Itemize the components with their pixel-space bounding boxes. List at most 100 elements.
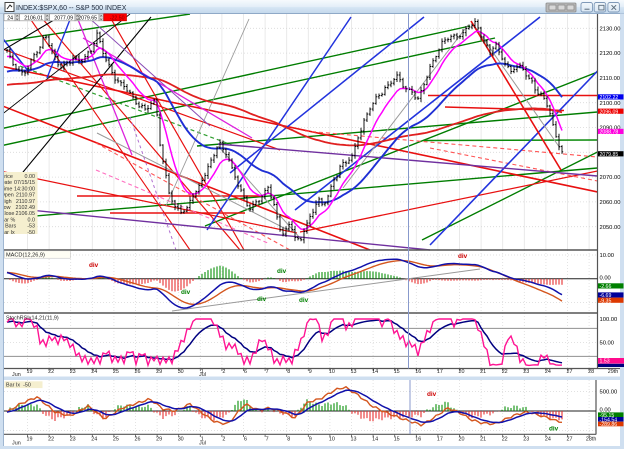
svg-text:1: 1 <box>201 437 204 443</box>
svg-text:500.00: 500.00 <box>600 390 618 396</box>
svg-text:2102.49: 2102.49 <box>16 205 36 211</box>
svg-text:23: 23 <box>523 369 529 375</box>
svg-text:Low: Low <box>1 205 11 211</box>
svg-text:Open: Open <box>1 193 14 199</box>
svg-text:20: 20 <box>459 437 465 443</box>
svg-text:9: 9 <box>309 437 312 443</box>
svg-text:50.00: 50.00 <box>600 341 615 347</box>
svg-text:2100.00: 2100.00 <box>600 101 621 107</box>
svg-text:8: 8 <box>287 369 290 375</box>
svg-text:Jun: Jun <box>12 441 21 447</box>
svg-text:7: 7 <box>266 369 269 375</box>
svg-text:6: 6 <box>244 369 247 375</box>
svg-text:2060.00: 2060.00 <box>600 200 621 206</box>
svg-text:25: 25 <box>113 437 119 443</box>
svg-text:0.00: 0.00 <box>600 275 611 281</box>
svg-text:8: 8 <box>287 437 290 443</box>
svg-text:Bar Ix -50: Bar Ix -50 <box>6 383 31 389</box>
svg-text:21: 21 <box>480 437 486 443</box>
svg-text:27: 27 <box>567 437 573 443</box>
svg-text:INDEX:$SPX,60 -- S&P 500 INDEX: INDEX:$SPX,60 -- S&P 500 INDEX <box>16 5 127 12</box>
svg-text:17: 17 <box>437 369 443 375</box>
svg-text:28th: 28th <box>586 437 597 443</box>
svg-text:22: 22 <box>502 437 508 443</box>
svg-text:13: 13 <box>351 437 357 443</box>
svg-text:24: 24 <box>91 369 97 375</box>
svg-text:27: 27 <box>567 369 573 375</box>
svg-text:# Bars: # Bars <box>1 224 17 230</box>
svg-text:-6.69: -6.69 <box>600 293 612 299</box>
svg-text:14:30:00: 14:30:00 <box>14 186 35 192</box>
svg-text:2: 2 <box>222 369 225 375</box>
svg-text:25: 25 <box>113 369 119 375</box>
svg-text:14: 14 <box>372 437 378 443</box>
svg-text:2110.00: 2110.00 <box>600 76 621 82</box>
svg-text:13: 13 <box>351 369 357 375</box>
svg-text:-289.86: -289.86 <box>600 422 618 428</box>
svg-text:26: 26 <box>135 369 141 375</box>
svg-text:2110.97: 2110.97 <box>16 193 35 199</box>
svg-text:28: 28 <box>588 369 594 375</box>
svg-text:24: 24 <box>7 16 13 22</box>
svg-text:23: 23 <box>70 369 76 375</box>
svg-text:23: 23 <box>70 437 76 443</box>
svg-text:1.53: 1.53 <box>600 359 610 365</box>
svg-text:2088.78: 2088.78 <box>600 130 619 136</box>
svg-text:-154.54: -154.54 <box>600 417 618 423</box>
svg-text:Jul: Jul <box>199 372 206 378</box>
svg-text:24: 24 <box>91 437 97 443</box>
svg-text:30: 30 <box>178 369 184 375</box>
svg-text:2: 2 <box>222 437 225 443</box>
svg-text:2096.09: 2096.09 <box>600 109 619 115</box>
svg-text:24: 24 <box>545 369 551 375</box>
svg-text:10.00: 10.00 <box>600 253 615 259</box>
svg-text:30: 30 <box>178 437 184 443</box>
svg-text:07/15/15: 07/15/15 <box>14 180 35 186</box>
svg-text:19: 19 <box>27 369 33 375</box>
svg-text:100.00: 100.00 <box>600 317 618 323</box>
svg-text:2130.00: 2130.00 <box>600 26 621 32</box>
svg-text:2077.09: 2077.09 <box>54 16 73 22</box>
svg-text:Jun: Jun <box>12 372 21 378</box>
svg-text:Bar %: Bar % <box>1 217 16 223</box>
svg-text:19: 19 <box>27 437 33 443</box>
svg-text:24: 24 <box>545 437 551 443</box>
svg-text:2110.97: 2110.97 <box>16 199 35 205</box>
svg-text:div: div <box>257 296 267 303</box>
svg-text:StochRSIx14,21(11,9): StochRSIx14,21(11,9) <box>6 316 59 322</box>
svg-text:23: 23 <box>523 437 529 443</box>
svg-text:26: 26 <box>135 437 141 443</box>
svg-text:0.00: 0.00 <box>25 174 36 180</box>
svg-text:20: 20 <box>459 369 465 375</box>
svg-text:17: 17 <box>437 437 443 443</box>
svg-text:10: 10 <box>329 437 335 443</box>
svg-text:Date: Date <box>1 180 12 186</box>
svg-text:High: High <box>1 199 12 205</box>
svg-text:2079.85: 2079.85 <box>600 152 619 158</box>
svg-text:22: 22 <box>48 369 54 375</box>
svg-text:div: div <box>277 268 287 275</box>
svg-text:16: 16 <box>415 369 421 375</box>
svg-text:6: 6 <box>244 437 247 443</box>
svg-text:14: 14 <box>372 369 378 375</box>
svg-text:-95.15: -95.15 <box>600 413 615 419</box>
svg-text:MACD(12,26,9): MACD(12,26,9) <box>6 253 45 259</box>
svg-text:7: 7 <box>266 437 269 443</box>
svg-text:16: 16 <box>415 437 421 443</box>
svg-text:Time: Time <box>1 186 13 192</box>
svg-text:Price: Price <box>1 174 13 180</box>
svg-text:-9.35: -9.35 <box>600 298 612 304</box>
svg-text:10: 10 <box>329 369 335 375</box>
svg-text:2079.65: 2079.65 <box>78 16 97 22</box>
svg-text:21: 21 <box>480 369 486 375</box>
svg-text:div: div <box>181 289 191 296</box>
svg-text:Close: Close <box>1 211 15 217</box>
svg-text:2090.00: 2090.00 <box>600 126 621 132</box>
svg-text:div: div <box>299 297 309 304</box>
svg-text:0.0: 0.0 <box>28 217 36 223</box>
svg-text:15: 15 <box>394 369 400 375</box>
svg-text:Jul: Jul <box>199 441 206 447</box>
svg-text:2102.22: 2102.22 <box>600 95 619 101</box>
svg-text:2050.00: 2050.00 <box>600 225 621 231</box>
svg-text:22: 22 <box>502 369 508 375</box>
